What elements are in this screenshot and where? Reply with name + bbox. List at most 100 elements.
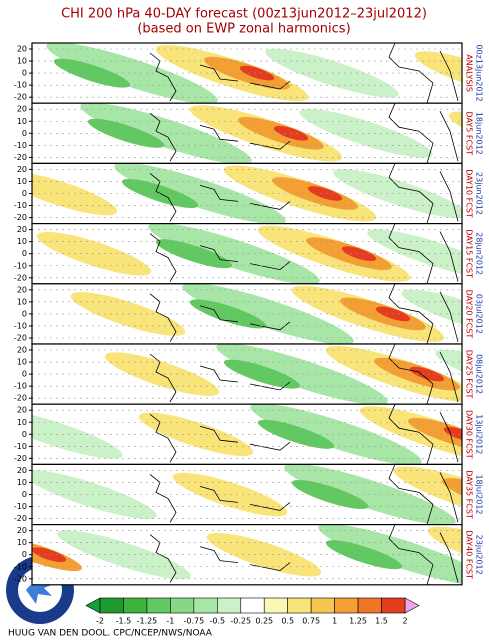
panel-date: 18jul2012: [475, 474, 484, 514]
coastline: [388, 163, 459, 224]
colorbar-label: 1: [332, 617, 337, 626]
panel-date: 08jul2012: [475, 354, 484, 394]
panel-frame: [31, 523, 463, 586]
panel-label: ANALYSIS: [465, 54, 474, 92]
y-tick-label: 20: [17, 165, 27, 174]
anomaly-area: [443, 426, 462, 442]
panel-date: 23jul2012: [475, 535, 484, 575]
panel-label: DAY20 FCST: [465, 290, 474, 339]
anomaly-area: [87, 118, 165, 148]
y-tick-label: 0: [22, 69, 27, 78]
colorbar-box: [170, 597, 195, 614]
y-tick-label: 10: [17, 478, 27, 487]
y-tick-label: 10: [17, 358, 27, 367]
y-tick-label: -20: [14, 514, 27, 523]
colorbar-label: -0.5: [210, 617, 226, 626]
colorbar-label: 1.25: [349, 617, 367, 626]
y-tick-label: -10: [14, 382, 27, 391]
colorbar-label: -2: [96, 617, 104, 626]
coastline: [388, 464, 459, 525]
colorbar-label: 1.5: [375, 617, 388, 626]
y-tick-label: 20: [17, 526, 27, 535]
y-tick-label: -10: [14, 261, 27, 270]
y-tick-label: -10: [14, 321, 27, 330]
anomaly-area: [239, 65, 275, 81]
panel-date: 03jul2012: [475, 294, 484, 334]
map-panel: [32, 344, 462, 405]
colorbar-label: -0.25: [230, 617, 251, 626]
map-panel: [32, 283, 462, 344]
y-tick-label: -10: [14, 442, 27, 451]
colorbar-box: [381, 597, 406, 614]
colorbar-high: [404, 597, 420, 614]
panel-label: DAY5 FCST: [465, 112, 474, 156]
y-tick-label: -10: [14, 81, 27, 90]
colorbar-label: -1.5: [116, 617, 132, 626]
panel-label: DAY30 FCST: [465, 410, 474, 459]
y-tick-label: -10: [14, 141, 27, 150]
colorbar-box: [193, 597, 218, 614]
anomaly-area: [409, 366, 445, 382]
coastline: [388, 283, 459, 344]
anomaly-area: [393, 466, 462, 523]
colorbar-box: [99, 597, 124, 614]
colorbar-box: [263, 597, 288, 614]
anomaly-area: [414, 51, 462, 95]
anomaly-area: [189, 299, 267, 329]
y-tick-label: 0: [22, 370, 27, 379]
y-tick-label: 20: [17, 225, 27, 234]
panel-date: 23jun2012: [475, 172, 484, 215]
anomaly-area: [32, 547, 67, 563]
panel-date: 00z13jun2012: [475, 44, 484, 101]
title: CHI 200 hPa 40-DAY forecast (00z13jun201…: [61, 7, 427, 22]
y-tick-label: -10: [14, 201, 27, 210]
coastline: [388, 103, 459, 164]
colorbar-low: [85, 597, 101, 614]
credit: HUUG VAN DEN DOOL. CPC/NCEP/NWS/NOAA: [8, 629, 213, 639]
colorbar-box: [146, 597, 171, 614]
y-tick-label: 0: [22, 430, 27, 439]
y-tick-label: 20: [17, 406, 27, 415]
map-panel: [32, 43, 462, 104]
y-tick-label: 20: [17, 466, 27, 475]
map-panel: [32, 464, 462, 525]
anomaly-area: [341, 246, 377, 262]
subtitle: (based on EWP zonal harmonics): [137, 22, 350, 37]
colorbar-label: 2: [402, 617, 407, 626]
coastline: [388, 524, 459, 585]
map-panel: [32, 404, 462, 465]
y-tick-label: 10: [17, 177, 27, 186]
coastline: [388, 223, 459, 284]
map-panel: [32, 223, 462, 284]
colorbar-box: [240, 597, 265, 614]
y-tick-label: 10: [17, 237, 27, 246]
y-tick-label: 0: [22, 189, 27, 198]
y-tick-label: 10: [17, 297, 27, 306]
y-tick-label: 20: [17, 285, 27, 294]
y-tick-label: 0: [22, 550, 27, 559]
map-panel: [32, 163, 462, 224]
y-tick-label: 10: [17, 418, 27, 427]
panel-date: 28jun2012: [475, 232, 484, 275]
y-tick-label: -10: [14, 502, 27, 511]
coastline: [388, 404, 459, 465]
y-tick-label: 0: [22, 309, 27, 318]
y-tick-label: -20: [14, 213, 27, 222]
y-tick-label: 10: [17, 538, 27, 547]
colorbar-box: [217, 597, 242, 614]
colorbar-label: -1: [166, 617, 174, 626]
y-tick-label: 0: [22, 129, 27, 138]
map-panel: [32, 103, 462, 164]
panel-label: DAY25 FCST: [465, 350, 474, 399]
y-tick-label: -20: [14, 273, 27, 282]
anomaly-area: [307, 186, 343, 201]
y-tick-label: -20: [14, 574, 27, 583]
colorbar-box: [357, 597, 382, 614]
colorbar-label: -1.25: [137, 617, 158, 626]
anomaly-area: [104, 352, 220, 396]
panel-date: 13jul2012: [475, 414, 484, 454]
anomaly-area: [291, 479, 369, 510]
colorbar-label: -0.75: [183, 617, 204, 626]
y-tick-label: -20: [14, 454, 27, 463]
colorbar-label: 0.25: [255, 617, 273, 626]
